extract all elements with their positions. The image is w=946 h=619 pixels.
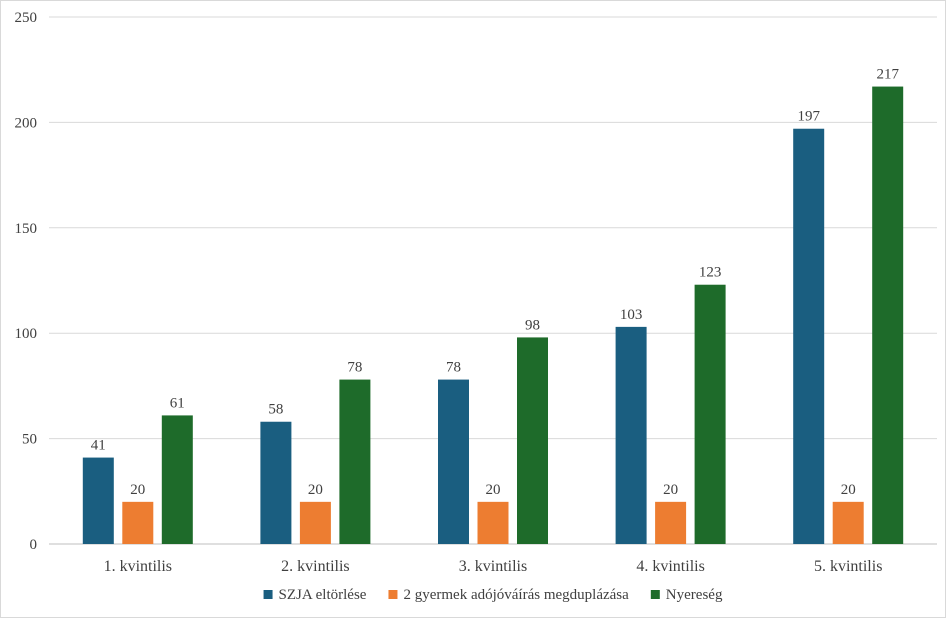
legend-item: 2 gyermek adójóváírás megduplázása [388,587,629,603]
gridlines [49,16,937,545]
y-tick-label: 0 [30,537,38,553]
bar [82,457,114,544]
bar [339,379,371,544]
legend-swatch [650,590,660,599]
y-axis-ticks: 0 50 100 150 200 250 [15,10,38,553]
bar [260,421,292,544]
legend-label: 2 gyermek adójóváírás megduplázása [403,587,629,603]
data-label: 217 [876,67,899,83]
data-label: 61 [170,395,185,411]
bar [615,326,647,544]
y-tick-label: 200 [15,115,38,131]
data-label: 123 [699,265,722,281]
bar [832,501,864,544]
data-label: 103 [620,307,643,323]
data-labels: 41 20 61 58 20 78 78 20 98 103 20 123 197 20 217 [91,67,900,498]
data-label: 20 [486,482,501,498]
bars [82,86,904,545]
y-tick-label: 100 [15,326,38,342]
y-tick-label: 250 [15,10,38,26]
legend-swatch [388,590,398,599]
bar [793,128,825,544]
legend-swatch [263,590,273,599]
bar [122,501,154,544]
y-tick-label: 150 [15,221,38,237]
legend-label: SZJA eltörlése [279,587,367,603]
category-label: 2. kvintilis [281,558,349,575]
data-label: 197 [797,109,820,125]
data-label: 78 [446,360,461,376]
bar [872,86,904,545]
data-label: 20 [841,482,856,498]
data-label: 41 [91,438,106,454]
legend-label: Nyereség [666,587,723,603]
data-label: 98 [525,317,540,333]
legend: SZJA eltörlése 2 gyermek adójóváírás megd… [263,587,723,603]
data-label: 20 [308,482,323,498]
category-label: 5. kvintilis [814,558,882,575]
data-label: 20 [130,482,145,498]
bar [694,284,726,544]
category-label: 3. kvintilis [459,558,527,575]
bar [477,501,509,544]
bar [655,501,687,544]
y-tick-label: 50 [22,432,37,448]
category-labels: 1. kvintilis 2. kvintilis 3. kvintilis 4. k… [104,558,883,575]
legend-item: Nyereség [650,587,723,603]
bar [299,501,331,544]
category-label: 1. kvintilis [104,558,172,575]
bar [161,415,193,544]
category-label: 4. kvintilis [636,558,704,575]
data-label: 58 [268,402,283,418]
bar [517,337,548,544]
bar [438,379,469,544]
legend-item: SZJA eltörlése [263,587,367,603]
data-label: 20 [663,482,678,498]
data-label: 78 [347,360,362,376]
